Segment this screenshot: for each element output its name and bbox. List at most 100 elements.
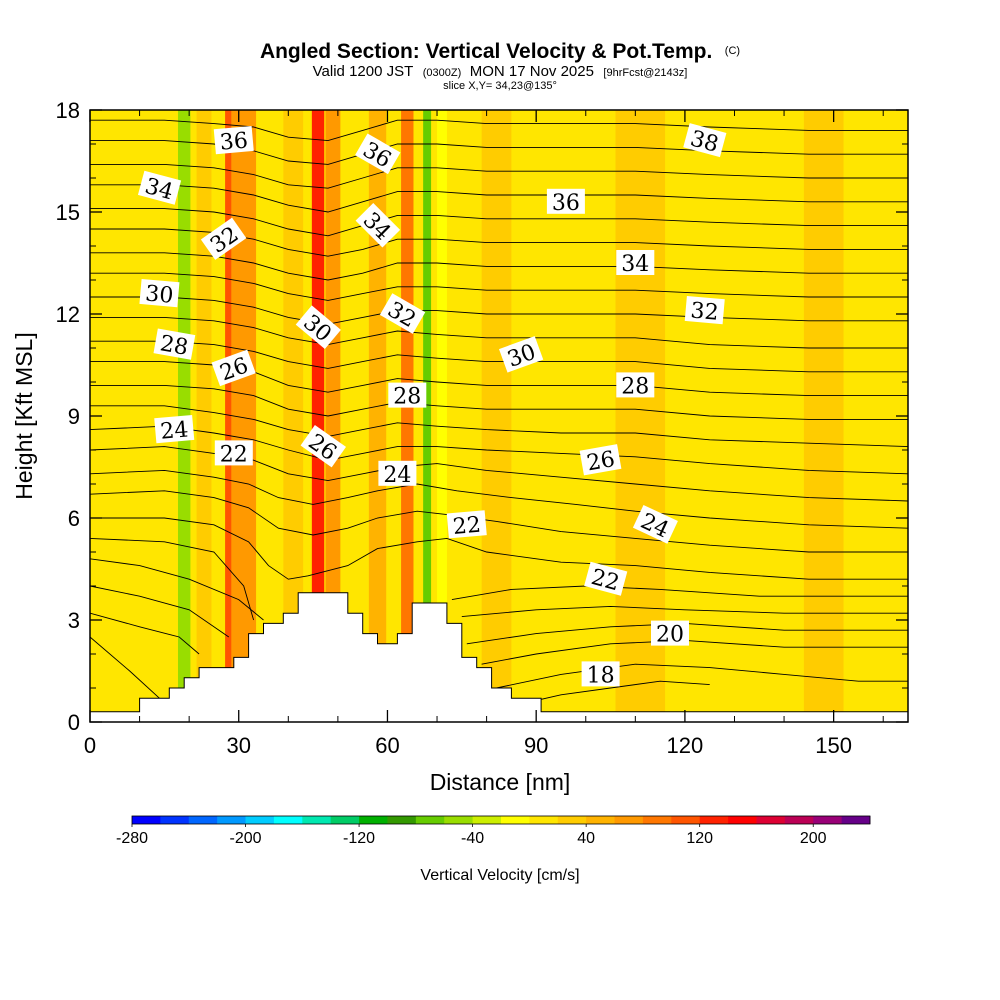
- contour-label-box: [355, 202, 401, 248]
- contour-label-text: 28: [393, 385, 421, 410]
- colorbar-segment: [387, 816, 417, 824]
- velocity-band: [311, 110, 325, 722]
- contour-label-text: 22: [452, 513, 482, 540]
- contour-label-box: [378, 460, 417, 486]
- colorbar-segment: [756, 816, 786, 824]
- contour-label-text: 28: [621, 374, 649, 399]
- subtitle-utc: (0300Z): [423, 67, 462, 79]
- colorbar-tick-label: 200: [800, 830, 827, 847]
- contour-label: 26: [579, 444, 622, 476]
- theta-contour: [90, 469, 908, 529]
- contour-label-box: [498, 336, 544, 373]
- colorbar-segment: [359, 816, 388, 824]
- velocity-band: [401, 110, 414, 722]
- colorbar-tick-label: 40: [577, 830, 595, 847]
- contour-label-box: [616, 372, 655, 398]
- velocity-band: [283, 110, 304, 722]
- contour-label: 28: [616, 372, 655, 399]
- theta-contour: [496, 663, 908, 689]
- colorbar-segment: [302, 816, 332, 824]
- colorbar-segment: [217, 816, 246, 824]
- colorbar-tick-label: 120: [686, 830, 713, 847]
- colorbar-segment: [132, 816, 161, 824]
- velocity-band: [325, 110, 341, 722]
- velocity-band: [437, 110, 447, 722]
- contour-label-text: 18: [587, 663, 615, 688]
- theta-contour: [90, 612, 200, 655]
- theta-contour: [90, 517, 908, 580]
- colorbar-segment: [841, 816, 871, 824]
- subtitle-date: MON 17 Nov 2025: [470, 63, 594, 80]
- contour-label-box: [211, 349, 256, 387]
- y-tick-label: 18: [56, 98, 80, 123]
- theta-contour: [466, 622, 908, 645]
- theta-contour: [90, 636, 160, 699]
- theta-contour: [481, 639, 908, 665]
- terrain-mask: [90, 592, 908, 722]
- y-tick-label: 0: [68, 710, 80, 735]
- contour-label: 36: [546, 188, 585, 216]
- contour-label-text: 36: [552, 191, 580, 216]
- contour-label-text: 24: [159, 417, 189, 444]
- contour-label-box: [579, 444, 622, 476]
- theta-contour: [90, 558, 264, 621]
- contour-label-text: 32: [690, 298, 720, 325]
- contour-label-box: [546, 188, 585, 214]
- contour-label-box: [213, 125, 254, 155]
- colorbar: -280 -200 -120 -40 40 120 200: [116, 815, 871, 847]
- colorbar-segment: [273, 816, 303, 824]
- contour-label: 22: [214, 440, 253, 467]
- theta-contour: [90, 208, 908, 237]
- x-tick-label: 60: [375, 733, 399, 758]
- y-tick-label: 6: [68, 506, 80, 531]
- y-tick-label: 9: [68, 404, 80, 429]
- contour-label: 32: [684, 295, 725, 326]
- x-axis-label: Distance [nm]: [430, 769, 571, 795]
- theta-contour: [90, 490, 908, 553]
- colorbar-segment: [728, 816, 757, 824]
- colorbar-segment: [614, 816, 644, 824]
- contour-label: 36: [213, 125, 254, 156]
- chart-title: Angled Section: Vertical Velocity & Pot.…: [260, 40, 712, 63]
- contour-label: 28: [153, 328, 196, 361]
- subtitle-forecast: [9hrFcst@2143z]: [603, 67, 687, 79]
- colorbar-segment: [784, 816, 814, 824]
- theta-contour: [90, 316, 908, 349]
- contour-label: 34: [137, 170, 182, 205]
- x-tick-label: 90: [524, 733, 548, 758]
- contour-label: 30: [139, 278, 180, 309]
- y-tick-label: 3: [68, 608, 80, 633]
- colorbar-segment: [813, 816, 843, 824]
- contour-label-box: [355, 133, 401, 175]
- contour-label-box: [137, 170, 182, 205]
- contour-label-text: 24: [383, 463, 411, 488]
- slice-info: slice X,Y= 34,23@135°: [443, 80, 557, 92]
- contour-label-box: [379, 293, 426, 334]
- chart-title-unit: (C): [725, 45, 740, 57]
- colorbar-label: Vertical Velocity [cm/s]: [420, 867, 579, 884]
- contour-label: 34: [616, 250, 655, 277]
- contour-label-box: [683, 123, 727, 158]
- contour-label-box: [295, 305, 341, 350]
- contour-label-box: [446, 510, 487, 539]
- velocity-band: [196, 110, 212, 722]
- theta-contour: [90, 340, 908, 373]
- x-tick-label: 120: [667, 733, 704, 758]
- subtitle-valid: Valid 1200 JST: [313, 63, 414, 80]
- y-tick-label: 15: [56, 200, 80, 225]
- colorbar-segment: [444, 816, 474, 824]
- contour-label-box: [139, 278, 180, 308]
- colorbar-segment: [642, 816, 672, 824]
- contour-label-text: 28: [158, 331, 190, 360]
- contour-label: 20: [651, 620, 689, 648]
- contour-label-text: 34: [621, 252, 649, 277]
- contour-label-text: 26: [585, 447, 617, 476]
- contour-label-text: 22: [220, 442, 248, 467]
- colorbar-segment: [529, 816, 559, 824]
- contour-label: 18: [581, 661, 620, 688]
- colorbar-tick-label: -40: [461, 830, 484, 847]
- theta-contour: [90, 119, 908, 142]
- colorbar-segment: [671, 816, 701, 824]
